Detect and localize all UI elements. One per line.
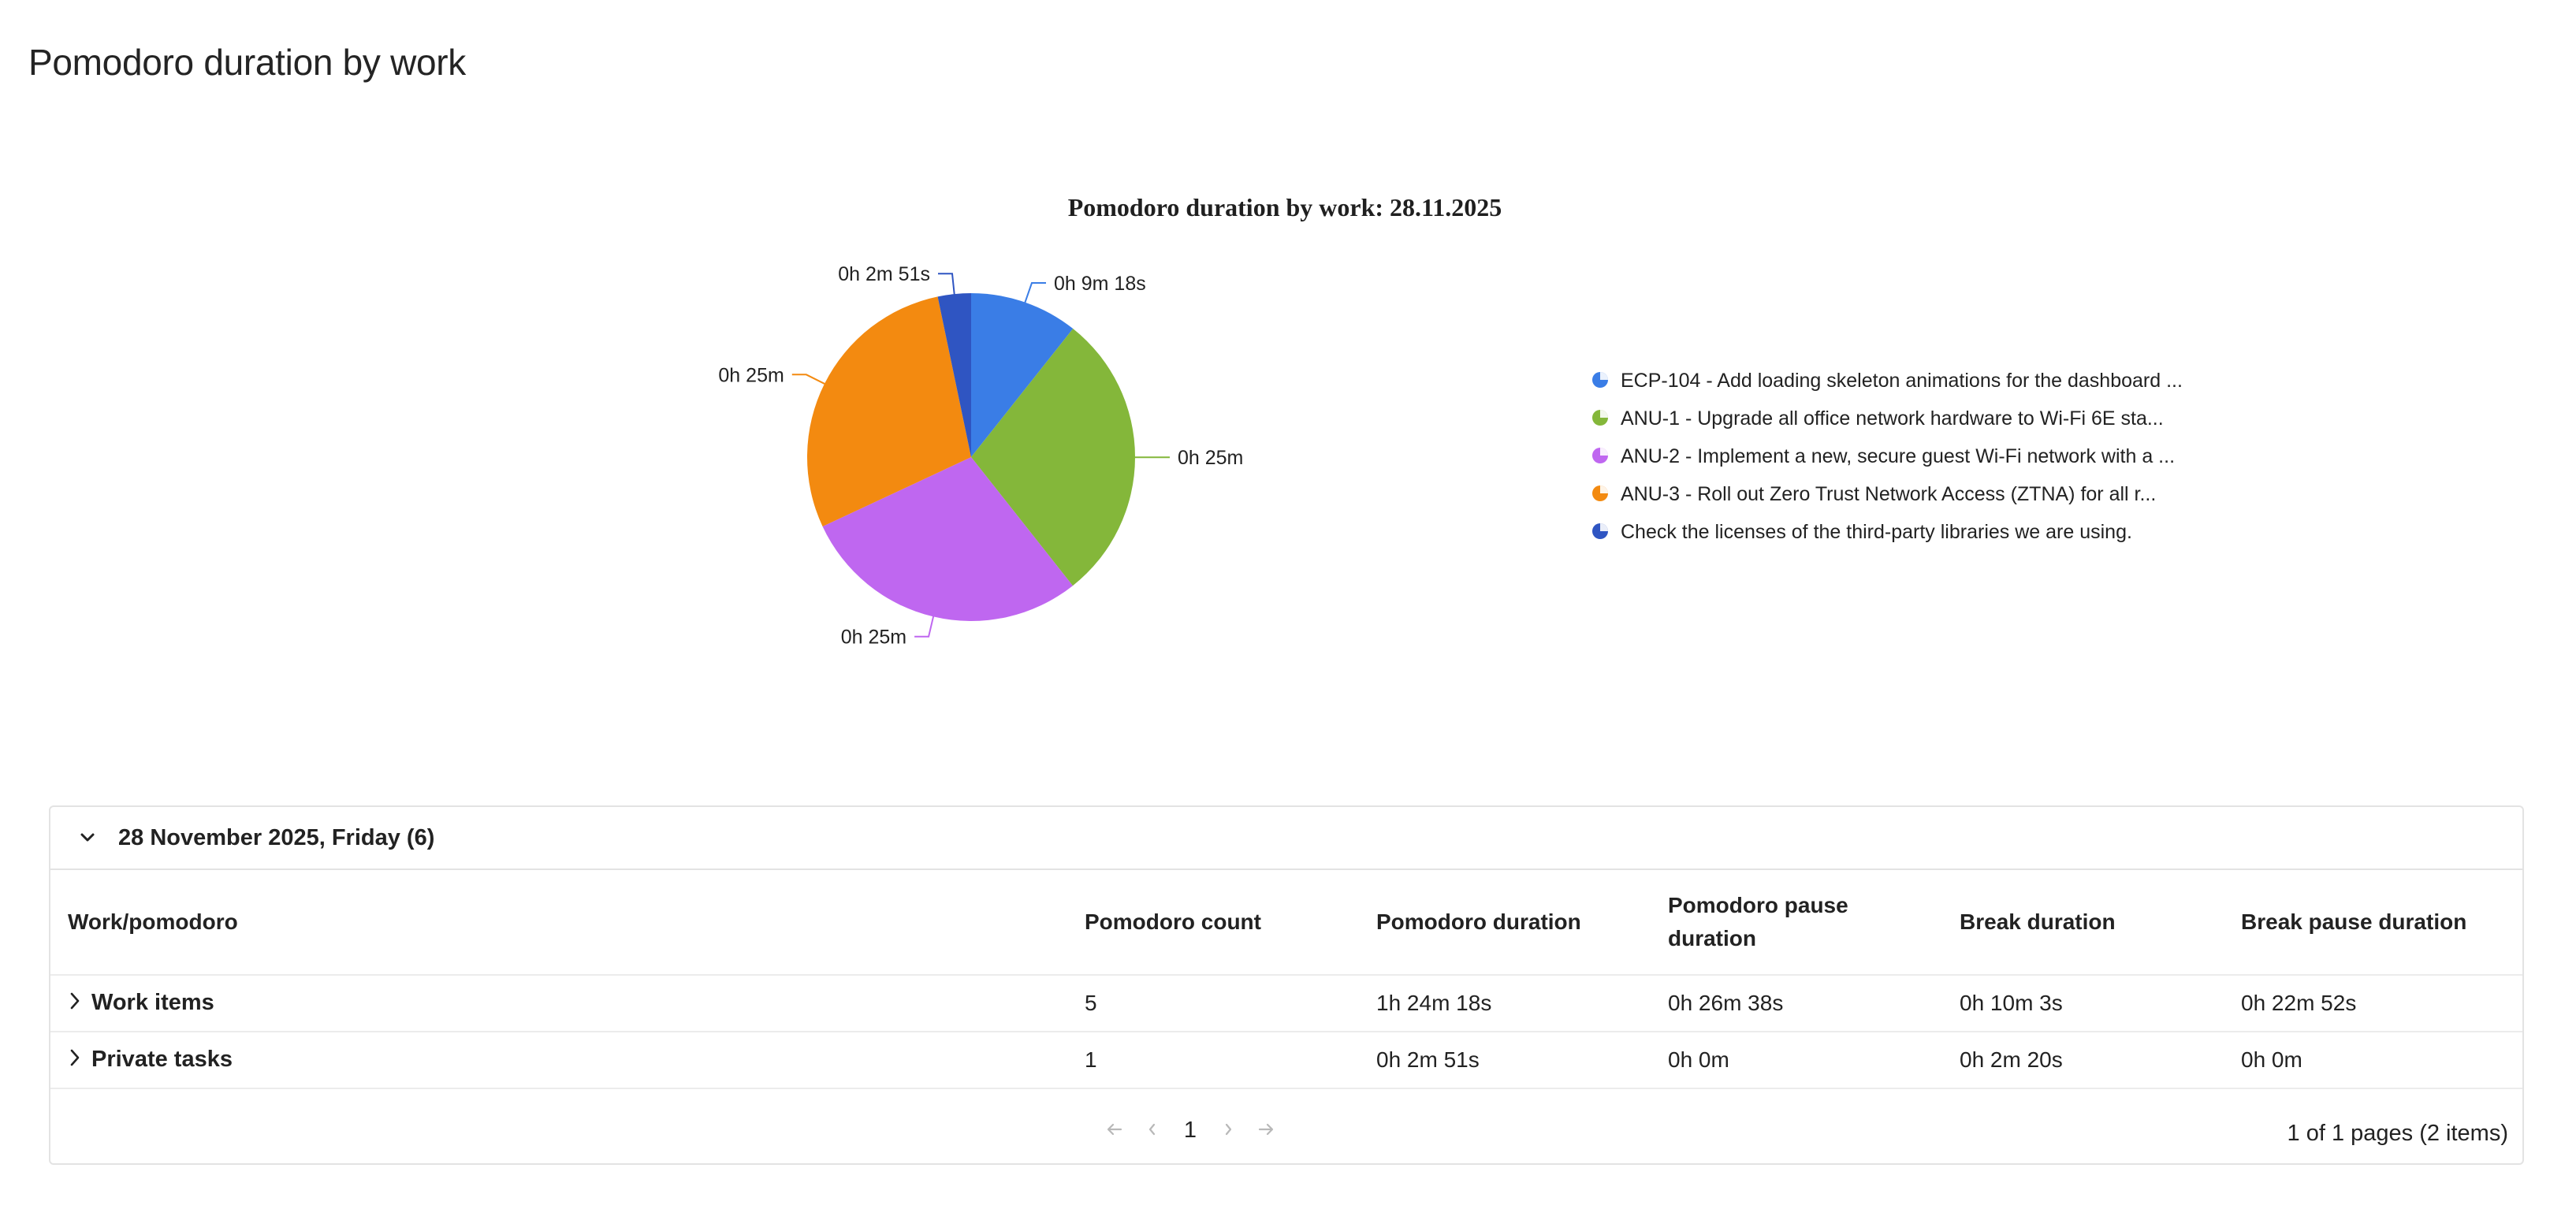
- table-header-row: Work/pomodoro Pomodoro count Pomodoro du…: [50, 870, 2522, 976]
- pie-slice-2[interactable]: [822, 457, 1073, 621]
- row-name-cell[interactable]: Private tasks: [50, 1032, 1067, 1089]
- results-table: Work/pomodoro Pomodoro count Pomodoro du…: [50, 870, 2522, 1089]
- legend-pie-icon-1: [1592, 410, 1608, 426]
- row-name: Private tasks: [91, 1047, 233, 1073]
- legend-pie-icon-3: [1592, 485, 1608, 501]
- legend-pie-icon-4: [1592, 523, 1608, 539]
- chevron-down-icon[interactable]: [77, 828, 98, 848]
- slice-label-3: 0h 25m: [718, 364, 784, 386]
- row-name-cell[interactable]: Work items: [50, 975, 1067, 1032]
- pie-slice-0[interactable]: [971, 293, 1074, 457]
- pagination: 1 1 of 1 pages (2 items): [50, 1089, 2522, 1168]
- pagination-controls: 1: [1096, 1118, 1285, 1144]
- legend-item-3[interactable]: ANU-3 - Roll out Zero Trust Network Acce…: [1621, 483, 2156, 505]
- column-header-work[interactable]: Work/pomodoro: [50, 870, 1067, 976]
- legend-pie-icon-0: [1592, 372, 1608, 388]
- cell-break-duration: 0h 2m 20s: [1942, 1032, 2224, 1089]
- pie-chart: Pomodoro duration by work: 28.11.2025 0h…: [718, 193, 2183, 649]
- chevron-right-icon[interactable]: [69, 1047, 80, 1073]
- cell-pomodoro-pause: 0h 0m: [1651, 1032, 1942, 1089]
- cell-pomodoro-duration: 1h 24m 18s: [1359, 975, 1651, 1032]
- page-number-current[interactable]: 1: [1183, 1118, 1197, 1143]
- slice-label-0: 0h 9m 18s: [1054, 273, 1146, 295]
- chevron-right-icon[interactable]: [69, 991, 80, 1017]
- group-title: 28 November 2025, Friday (6): [118, 824, 435, 850]
- slice-label-4: 0h 2m 51s: [838, 263, 930, 285]
- leader-line-2: [914, 615, 935, 638]
- column-header-pomodoro-duration[interactable]: Pomodoro duration: [1359, 870, 1651, 976]
- leader-line-4: [938, 273, 955, 296]
- chevron-right-icon[interactable]: [1209, 1120, 1247, 1142]
- column-header-break-pause[interactable]: Break pause duration: [2224, 870, 2522, 976]
- chart-title: Pomodoro duration by work: 28.11.2025: [1068, 193, 1502, 221]
- cell-break-pause: 0h 22m 52s: [2224, 975, 2522, 1032]
- pie-slice-3[interactable]: [806, 296, 971, 527]
- cell-break-pause: 0h 0m: [2224, 1032, 2522, 1089]
- legend-item-1[interactable]: ANU-1 - Upgrade all office network hardw…: [1621, 407, 2164, 430]
- arrow-last-icon[interactable]: [1247, 1120, 1285, 1142]
- results-panel: 28 November 2025, Friday (6) Work/pomodo…: [49, 805, 2524, 1165]
- pagination-summary: 1 of 1 pages (2 items): [2287, 1121, 2508, 1146]
- cell-pomodoro-duration: 0h 2m 51s: [1359, 1032, 1651, 1089]
- leader-line-3: [791, 374, 827, 385]
- slice-label-2: 0h 25m: [841, 627, 906, 649]
- cell-pomodoro-pause: 0h 26m 38s: [1651, 975, 1942, 1032]
- legend-item-0[interactable]: ECP-104 - Add loading skeleton animation…: [1621, 370, 2183, 392]
- cell-break-duration: 0h 10m 3s: [1942, 975, 2224, 1032]
- table-row[interactable]: Work items 5 1h 24m 18s 0h 26m 38s 0h 10…: [50, 975, 2522, 1032]
- cell-count: 5: [1067, 975, 1359, 1032]
- pie-slice-1[interactable]: [971, 329, 1135, 586]
- row-name: Work items: [91, 990, 214, 1016]
- slice-label-1: 0h 25m: [1178, 447, 1243, 469]
- page-title: Pomodoro duration by work: [28, 42, 467, 83]
- legend-pie-icon-2: [1592, 448, 1608, 463]
- legend-item-2[interactable]: ANU-2 - Implement a new, secure guest Wi…: [1621, 445, 2175, 467]
- column-header-pomodoro-count[interactable]: Pomodoro count: [1067, 870, 1359, 976]
- column-header-pomodoro-pause[interactable]: Pomodoro pause duration: [1651, 870, 1942, 976]
- table-row[interactable]: Private tasks 1 0h 2m 51s 0h 0m 0h 2m 20…: [50, 1032, 2522, 1089]
- chevron-left-icon[interactable]: [1134, 1120, 1171, 1142]
- arrow-first-icon[interactable]: [1096, 1120, 1134, 1142]
- column-header-break-duration[interactable]: Break duration: [1942, 870, 2224, 976]
- leader-line-0: [1023, 282, 1046, 304]
- legend-item-4[interactable]: Check the licenses of the third-party li…: [1621, 521, 2132, 543]
- group-header[interactable]: 28 November 2025, Friday (6): [50, 807, 2522, 870]
- pie-slice-4[interactable]: [937, 293, 971, 457]
- cell-count: 1: [1067, 1032, 1359, 1089]
